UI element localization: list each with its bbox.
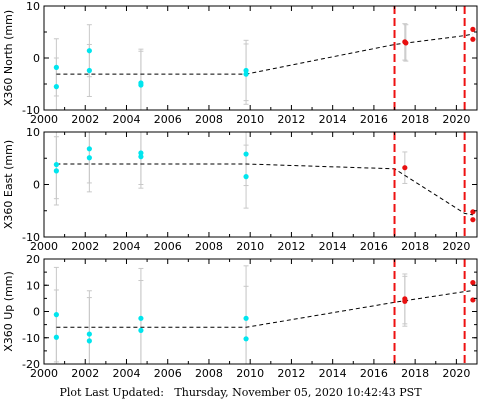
x-tick-label: 2002: [71, 240, 99, 253]
x-tick-label: 2002: [71, 367, 99, 380]
x-tick-label: 2014: [319, 113, 347, 126]
x-tick-label: 2002: [71, 113, 99, 126]
campaign-point: [86, 146, 92, 152]
y-axis-label: X360 North (mm): [2, 10, 15, 106]
plot-area: [53, 259, 476, 364]
x-tick-label: 2004: [112, 367, 140, 380]
model-fit-line: [56, 163, 473, 216]
y-tick-label: 0: [33, 306, 40, 319]
x-tick-label: 2006: [154, 367, 182, 380]
x-tick-label: 2000: [30, 113, 58, 126]
x-tick-label: 2000: [30, 240, 58, 253]
plot-footer: Plot Last Updated: Thursday, November 05…: [0, 386, 481, 399]
continuous-point: [402, 298, 408, 304]
campaign-point: [53, 161, 59, 168]
campaign-point: [243, 67, 249, 74]
x-tick-label: 2008: [195, 367, 223, 380]
model-fit-line: [56, 290, 473, 328]
campaign-point: [243, 71, 249, 77]
x-tick-label: 2014: [319, 367, 347, 380]
campaign-point: [138, 327, 144, 333]
plot-area: [53, 6, 476, 110]
x-tick-label: 2004: [112, 113, 140, 126]
continuous-point: [402, 165, 408, 171]
plot-frame: [43, 131, 478, 238]
y-tick-label: 10: [26, 126, 40, 139]
continuous-point: [470, 209, 476, 215]
y-tick-label: 0: [33, 179, 40, 192]
x-tick-label: 2008: [195, 240, 223, 253]
x-tick-label: 2010: [236, 113, 264, 126]
campaign-point: [243, 336, 249, 342]
x-tick-label: 2016: [360, 113, 388, 126]
campaign-point: [86, 155, 92, 161]
y-tick-label: 20: [26, 253, 40, 266]
x-tick-label: 2018: [401, 240, 429, 253]
x-tick-label: 2000: [30, 367, 58, 380]
campaign-point: [53, 334, 59, 340]
campaign-point: [243, 151, 249, 157]
x-tick-label: 2006: [154, 113, 182, 126]
campaign-point: [53, 312, 59, 318]
x-tick-label: 2016: [360, 240, 388, 253]
y-tick-label: -10: [22, 231, 40, 244]
x-tick-label: 2020: [442, 240, 470, 253]
chart-panel-2: 2000 2002 2004 2006 2008 2010 2012 2014 2016 2018…: [2, 126, 478, 253]
x-tick-label: 2012: [277, 240, 305, 253]
y-tick-label: 10: [26, 0, 40, 13]
campaign-point: [243, 315, 249, 321]
y-tick-label: -20: [22, 358, 40, 371]
x-tick-label: 2006: [154, 240, 182, 253]
x-tick-label: 2018: [401, 367, 429, 380]
plot-frame: [43, 5, 478, 111]
campaign-point: [86, 338, 92, 344]
x-tick-label: 2014: [319, 240, 347, 253]
y-axis-label: X360 Up (mm): [2, 271, 15, 352]
model-fit-line: [56, 33, 473, 75]
x-tick-label: 2020: [442, 113, 470, 126]
x-tick-label: 2008: [195, 113, 223, 126]
campaign-point: [138, 82, 144, 88]
continuous-point: [470, 36, 476, 42]
footer-label: Plot Last Updated:: [59, 386, 164, 399]
continuous-point: [470, 217, 476, 223]
plot-area: [53, 132, 476, 237]
continuous-point: [403, 40, 409, 46]
x-tick-label: 2004: [112, 240, 140, 253]
campaign-point: [138, 150, 144, 156]
continuous-point: [470, 26, 476, 32]
footer-timestamp: Thursday, November 05, 2020 10:42:43 PST: [174, 386, 422, 399]
campaign-point: [86, 67, 92, 74]
campaign-point: [53, 84, 59, 90]
y-tick-label: -10: [22, 104, 40, 117]
chart-panel-1: 2000 2002 2004 2006 2008 2010 2012 2014 2016 2018…: [2, 0, 478, 126]
x-tick-label: 2010: [236, 367, 264, 380]
chart-panel-3: 2000 2002 2004 2006 2008 2010 2012 2014 2016 2018…: [2, 253, 478, 380]
y-tick-label: -10: [22, 332, 40, 345]
x-tick-label: 2010: [236, 240, 264, 253]
x-tick-label: 2016: [360, 367, 388, 380]
x-tick-label: 2012: [277, 367, 305, 380]
campaign-point: [86, 48, 92, 54]
x-tick-label: 2012: [277, 113, 305, 126]
campaign-point: [138, 154, 144, 160]
continuous-point: [470, 280, 476, 286]
campaign-point: [53, 168, 59, 174]
plot-frame: [43, 258, 478, 365]
y-axis-label: X360 East (mm): [2, 140, 15, 229]
y-tick-label: 0: [33, 52, 40, 65]
campaign-point: [243, 174, 249, 180]
campaign-point: [86, 331, 92, 337]
y-tick-label: 10: [26, 279, 40, 292]
campaign-point: [53, 64, 59, 70]
x-tick-label: 2020: [442, 367, 470, 380]
x-tick-label: 2018: [401, 113, 429, 126]
campaign-point: [138, 315, 144, 321]
